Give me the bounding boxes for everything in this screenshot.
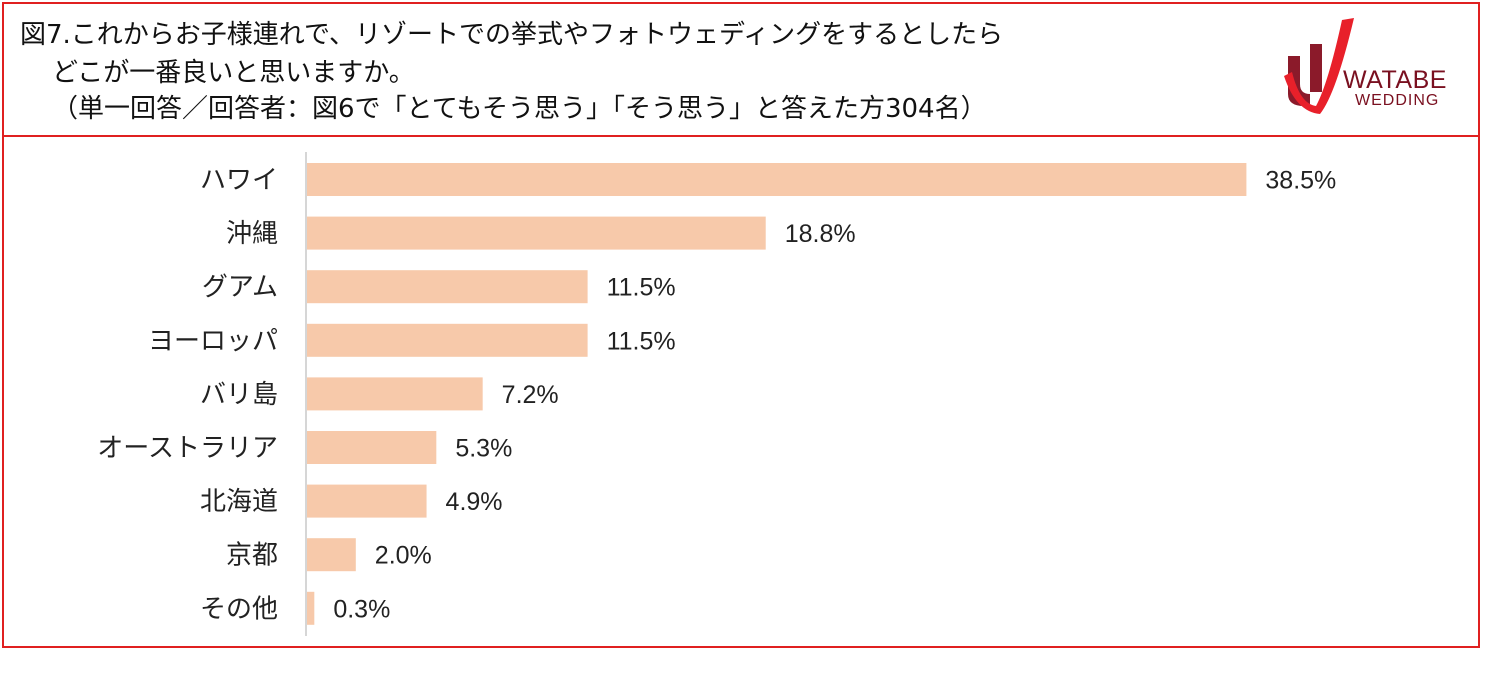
- category-label: その他: [200, 594, 278, 624]
- chart-title-line3: （単一回答／回答者：図6で「とてもそう思う」「そう思う」と答えた方304名）: [52, 94, 987, 124]
- chart-title-line1: 図7.これからお子様連れで、リゾートでの挙式やフォトウェディングをするとしたら: [20, 20, 1004, 50]
- bar: [307, 163, 1247, 196]
- chart-title-line2: どこが一番良いと思いますか。: [52, 58, 415, 88]
- logo-text-wedding: WEDDING: [1355, 92, 1440, 109]
- bar: [307, 538, 356, 572]
- bar: [307, 323, 588, 357]
- logo-icon: [1276, 18, 1354, 114]
- bar: [307, 216, 766, 250]
- logo-text-watabe: WATABE: [1343, 66, 1447, 94]
- bar: [307, 484, 427, 518]
- data-label: 11.5%: [607, 274, 676, 302]
- category-label: オーストラリア: [97, 434, 278, 464]
- data-label: 0.3%: [333, 595, 390, 623]
- data-label: 7.2%: [502, 381, 559, 409]
- category-label: 京都: [226, 541, 278, 571]
- data-label: 38.5%: [1265, 167, 1336, 195]
- data-label: 4.9%: [446, 488, 503, 516]
- chart-frame: [2, 2, 1480, 648]
- category-label: バリ島: [200, 380, 278, 410]
- data-label: 18.8%: [785, 220, 856, 248]
- category-label: 沖縄: [226, 219, 278, 249]
- bar: [307, 431, 437, 464]
- bar: [307, 270, 588, 304]
- data-label: 11.5%: [607, 327, 676, 355]
- bar: [307, 591, 315, 625]
- bar: [307, 377, 483, 411]
- category-label: 北海道: [200, 487, 278, 517]
- header-divider: [4, 135, 1478, 137]
- data-label: 5.3%: [455, 435, 512, 463]
- category-label: グアム: [202, 273, 278, 303]
- category-label: ハワイ: [200, 166, 278, 196]
- data-label: 2.0%: [375, 542, 432, 570]
- category-label: ヨーロッパ: [148, 326, 278, 356]
